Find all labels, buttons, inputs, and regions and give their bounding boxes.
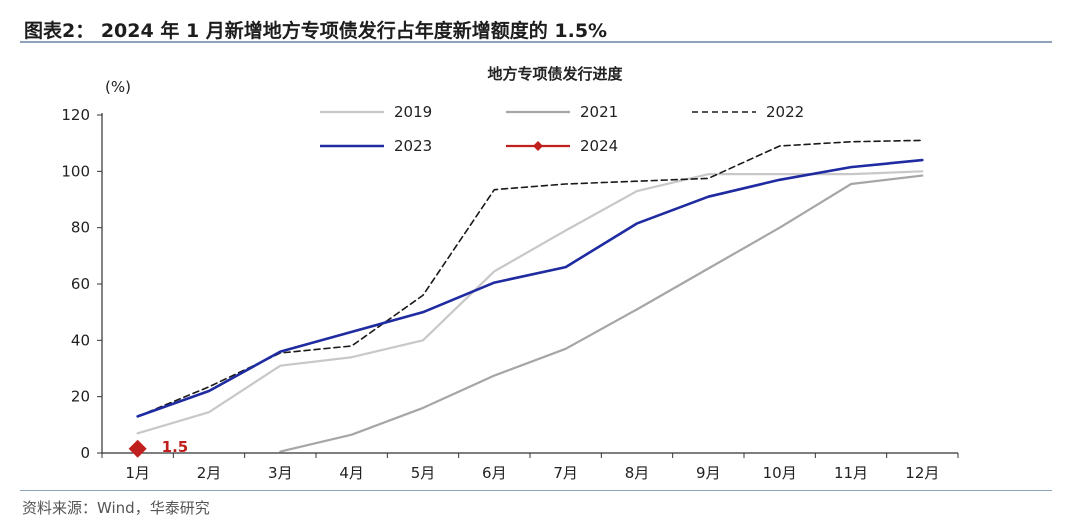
x-tick-label: 3月 (268, 464, 293, 482)
legend-marker-2024 (533, 141, 543, 151)
chart-title: 地方专项债发行进度 (487, 65, 623, 83)
series-layer: 1.5 (128, 139, 924, 458)
x-tick-label: 9月 (696, 464, 721, 482)
series-line-2021 (279, 174, 924, 453)
legend-label-2022: 2022 (766, 103, 804, 121)
y-tick-label: 80 (71, 219, 90, 237)
x-tick-label: 8月 (625, 464, 650, 482)
series-line-2023 (136, 158, 924, 418)
y-tick-label: 60 (71, 275, 90, 293)
x-tick-label: 2月 (197, 464, 222, 482)
y-tick-label: 0 (80, 444, 90, 462)
title-divider (20, 41, 1052, 43)
x-tick-label: 12月 (905, 464, 939, 482)
legend-label-2019: 2019 (394, 103, 432, 121)
x-tick-label: 6月 (482, 464, 507, 482)
source-note: 资料来源：Wind，华泰研究 (22, 499, 210, 517)
figure-title: 图表2： 2024 年 1 月新增地方专项债发行占年度新增额度的 1.5% (24, 20, 608, 42)
series-point-2024 (128, 439, 147, 458)
axes: 0 20 40 60 80 100 120 1月 2月 3月 4月 5月 6月 7月 8月 9月 10月 11月 1… (61, 106, 959, 482)
x-tick-label: 11月 (834, 464, 868, 482)
x-tick-label: 7月 (553, 464, 578, 482)
y-tick-label: 120 (61, 106, 90, 124)
series-line-2022 (136, 139, 924, 418)
x-tick-label: 10月 (763, 464, 797, 482)
y-tick-label: 40 (71, 331, 90, 349)
y-tick-label: 20 (71, 388, 90, 406)
y-tick-label: 100 (61, 162, 90, 180)
series-line-2019 (136, 170, 924, 435)
x-tick-label: 4月 (339, 464, 364, 482)
legend: 2019 2021 2022 2023 2024 (320, 103, 804, 155)
legend-label-2021: 2021 (580, 103, 618, 121)
legend-label-2023: 2023 (394, 137, 432, 155)
data-label-2024: 1.5 (162, 438, 189, 456)
x-tick-label: 5月 (411, 464, 436, 482)
legend-label-2024: 2024 (580, 137, 618, 155)
y-axis-label: (%) (105, 78, 131, 96)
x-tick-label: 1月 (125, 464, 150, 482)
source-divider (20, 490, 1052, 491)
